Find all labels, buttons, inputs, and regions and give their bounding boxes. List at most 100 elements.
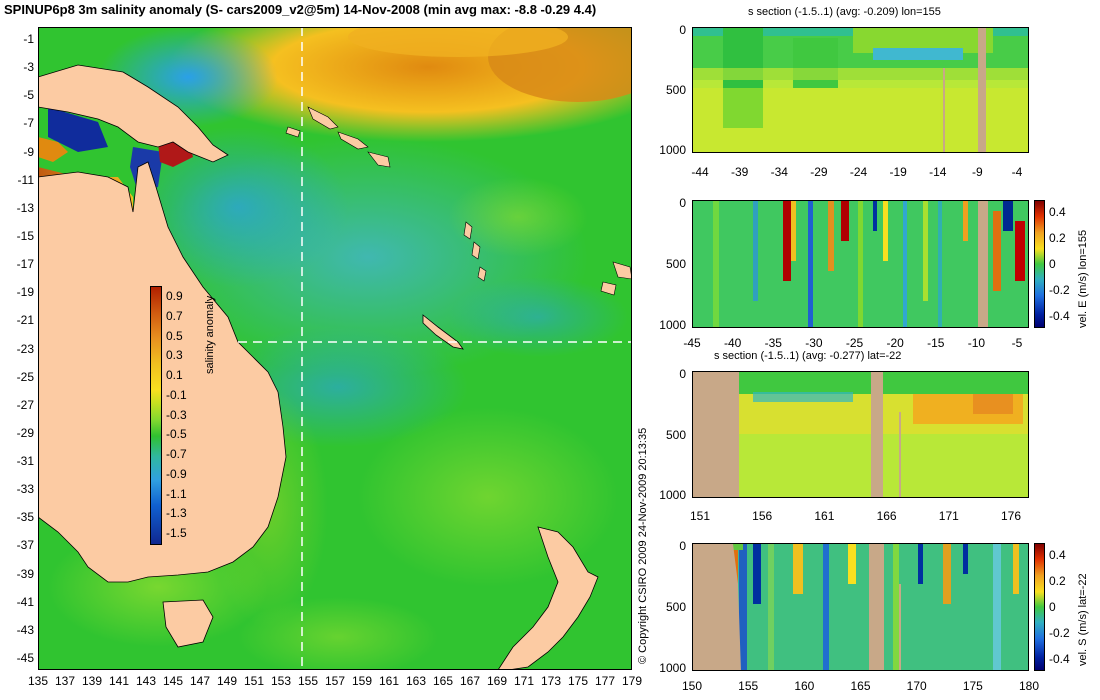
panel-s-lon-land [978, 28, 986, 152]
panel-v-lon-streaks [713, 201, 1025, 327]
anomaly-low-png [48, 107, 108, 152]
map-colorbar-tick: -0.7 [166, 447, 187, 461]
panel-v-lon-colorbar-tick: 0 [1049, 257, 1056, 271]
panel-s-lat-xtick: 171 [938, 509, 959, 523]
panel-s-lon-xtick: -9 [972, 165, 983, 179]
panel-v-lon-plot[interactable] [692, 200, 1029, 328]
lon-tick-label: 155 [297, 674, 319, 688]
map-colorbar-tick: -0.1 [166, 387, 187, 402]
lon-tick-label: 143 [135, 674, 157, 688]
lat-tick-label: -5 [23, 88, 34, 103]
panel-v-lat-canvas [693, 544, 1028, 670]
panel-v-lat-colorbar-tick: 0.2 [1049, 574, 1066, 588]
panel-v-lon-yaxis: 0 500 1000 [650, 196, 688, 332]
panel-s-lon-yaxis: 0 500 1000 [650, 23, 688, 157]
panel-s-lat-land [693, 372, 739, 497]
lat-tick-label: -13 [16, 200, 34, 215]
lat-tick-label: -1 [23, 32, 34, 46]
copyright-text: © Copyright CSIRO 2009 24-Nov-2009 20:13… [637, 427, 649, 664]
lon-tick-label: 177 [594, 674, 616, 688]
lon-tick-label: 163 [405, 674, 427, 688]
land-vanuatu [463, 221, 487, 282]
panel-s-lon-xaxis: -44 -39 -34 -29 -24 -19 -14 -9 -4 [691, 165, 1029, 181]
panel-v-lon-colorbar [1034, 200, 1045, 328]
lon-tick-label: 161 [378, 674, 400, 688]
panel-v-lon-xtick: -20 [886, 336, 904, 350]
panel-v-lat-colorbar [1034, 543, 1045, 671]
panel-v-lat-plot[interactable] [692, 543, 1029, 671]
panel-s-lat-xaxis: 151 156 161 166 171 176 [689, 509, 1029, 525]
map-colorbar-tick: 0.3 [166, 348, 183, 363]
panel-v-lat-colorbar-tick: -0.4 [1049, 652, 1070, 666]
panel-s-lon-xtick: -29 [810, 165, 828, 179]
panel-s-lon-canvas [693, 28, 1028, 152]
lon-tick-label: 151 [243, 674, 265, 688]
panel-s-lat-ytick: 500 [665, 427, 686, 442]
panel-s-lon-xtick: -14 [929, 165, 947, 179]
panel-s-lon-plot[interactable] [692, 27, 1029, 153]
land-new-guinea [37, 64, 229, 163]
lon-tick-label: 141 [108, 674, 130, 688]
panel-v-lat-xtick: 170 [906, 679, 927, 693]
panel-s-lat-canvas [693, 372, 1028, 497]
lat-tick-label: -3 [23, 60, 34, 75]
map-colorbar-tick: -1.5 [166, 526, 187, 540]
lat-tick-label: -25 [16, 369, 34, 384]
map-colorbar-tick: 0.7 [166, 308, 183, 323]
lat-tick-label: -31 [16, 454, 34, 469]
land-fiji [600, 261, 633, 296]
panel-s-lon-xtick: -39 [730, 165, 749, 179]
lon-tick-label: 167 [459, 674, 481, 688]
panel-v-lat-colorbar-label: vel. S (m/s) lat=-22 [1077, 573, 1089, 666]
lat-tick-label: -7 [23, 116, 34, 131]
panel-v-lon-colorbar-tick: 0.4 [1049, 205, 1066, 219]
panel-v-lon-xtick: -35 [764, 336, 782, 350]
panel-v-lon-xtick: -15 [927, 336, 945, 350]
panel-v-lon-colorbar-tick: -0.2 [1049, 283, 1070, 297]
panel-s-lat-xtick: 176 [1000, 509, 1022, 523]
panel-s-lon-title: s section (-1.5..1) (avg: -0.209) lon=15… [748, 6, 941, 18]
lon-tick-label: 173 [540, 674, 562, 688]
lat-tick-label: -11 [17, 172, 34, 187]
map-colorbar-tick: 0.9 [166, 289, 183, 303]
map-colorbar-tick: -0.3 [166, 407, 187, 422]
panel-s-lon-xtick: -24 [849, 165, 868, 179]
panel-v-lon-xtick: -40 [723, 336, 742, 350]
panel-s-lat-xtick: 161 [814, 509, 835, 523]
lat-tick-label: -21 [16, 313, 34, 328]
panel-v-lat-ytick: 1000 [659, 661, 686, 675]
lon-tick-label: 153 [270, 674, 292, 688]
panel-s-lat-ytick: 1000 [659, 488, 686, 502]
lon-tick-label: 149 [216, 674, 238, 688]
lon-tick-label: 137 [54, 674, 76, 688]
land-new-zealand [497, 526, 599, 671]
panel-s-lat-ytick: 0 [679, 367, 686, 381]
panel-v-lat-colorbar-tick: 0.4 [1049, 548, 1066, 562]
salinity-map[interactable]: 0.9 0.7 0.5 0.3 0.1 -0.1 -0.3 -0.5 -0.7 -0.9 -1.1 -… [37, 0, 688, 677]
panel-v-lon-xtick: -30 [805, 336, 823, 350]
lat-tick-label: -19 [16, 285, 34, 300]
map-colorbar-tick: -1.3 [166, 506, 187, 521]
lat-tick-label: -23 [16, 341, 34, 356]
panel-s-lat-plot[interactable] [692, 371, 1029, 498]
panel-v-lat-xaxis: 150 155 160 165 170 175 180 [682, 679, 1039, 695]
map-colorbar-label: salinity anomaly [204, 295, 216, 374]
panel-v-lon-canvas [693, 201, 1028, 327]
lat-tick-label: -35 [16, 510, 34, 525]
panel-s-lon-xtick: -44 [691, 165, 709, 179]
panel-s-lat-xtick: 166 [876, 509, 897, 523]
panel-s-lat-xtick: 151 [689, 509, 711, 523]
lat-tick-label: -29 [16, 425, 34, 440]
panel-v-lat-yaxis: 0 500 1000 [650, 539, 688, 675]
panel-s-lon-ytick: 0 [679, 23, 686, 37]
panel-s-lon-ytick: 1000 [659, 143, 686, 157]
panel-v-lat-ytick: 0 [679, 539, 686, 553]
lon-tick-label: 169 [486, 674, 508, 688]
panel-v-lon-colorbar-tick: 0.2 [1049, 231, 1066, 245]
lon-tick-label: 139 [81, 674, 103, 688]
panel-v-lon-ytick: 0 [679, 196, 686, 210]
panel-v-lon-xtick: -25 [845, 336, 864, 350]
panel-s-lon-xtick: -19 [889, 165, 907, 179]
map-colorbar [150, 286, 162, 545]
lon-tick-label: 135 [27, 674, 49, 688]
